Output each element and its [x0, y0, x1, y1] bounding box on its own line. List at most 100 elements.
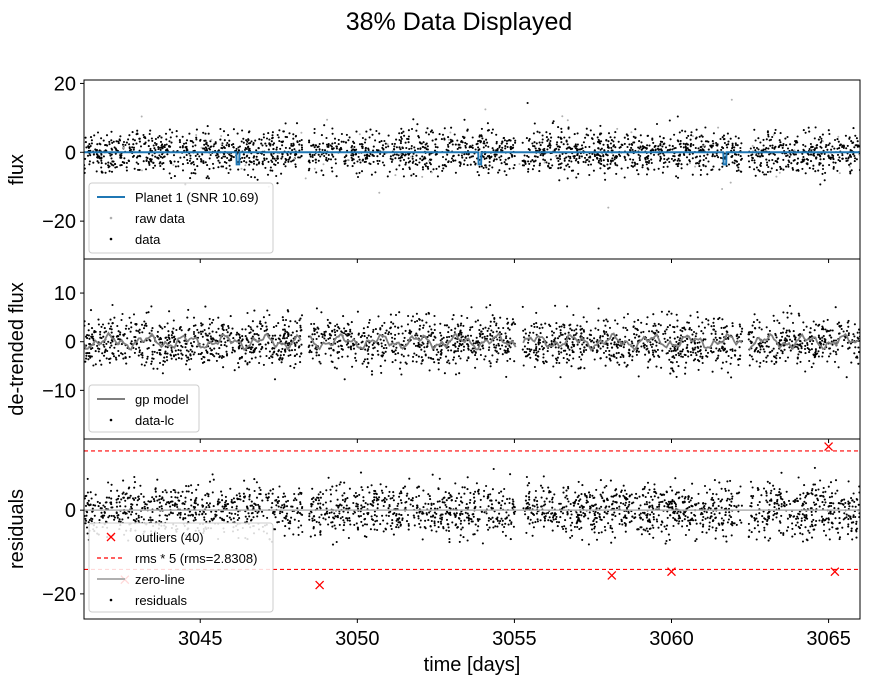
- data-point: [88, 352, 91, 355]
- data-point: [454, 327, 457, 330]
- data-point: [422, 326, 425, 329]
- data-point: [250, 328, 253, 331]
- data-point: [96, 131, 100, 134]
- data-point: [153, 147, 156, 150]
- data-point: [187, 350, 190, 353]
- data-point: [796, 135, 799, 138]
- data-point: [120, 318, 123, 322]
- data-point: [838, 147, 841, 150]
- data-point: [124, 143, 127, 147]
- data-point: [232, 128, 235, 131]
- data-point: [185, 142, 188, 145]
- data-point: [788, 155, 791, 158]
- data-point: [271, 337, 275, 340]
- data-point: [389, 157, 392, 160]
- data-point: [483, 358, 486, 361]
- data-point: [482, 347, 485, 350]
- data-point: [610, 139, 613, 142]
- data-point: [431, 331, 434, 334]
- data-point: [804, 370, 807, 373]
- data-point: [289, 365, 292, 368]
- data-point: [220, 165, 223, 168]
- data-point: [791, 168, 795, 171]
- data-point: [397, 154, 400, 157]
- data-point: [284, 146, 287, 149]
- data-point: [704, 517, 707, 520]
- data-point: [686, 349, 689, 352]
- data-point: [681, 355, 684, 358]
- data-point: [268, 313, 271, 317]
- data-point: [437, 362, 440, 365]
- data-point: [320, 134, 323, 137]
- data-point: [423, 350, 426, 353]
- data-point: [650, 158, 653, 161]
- data-point: [393, 142, 396, 145]
- data-point: [271, 334, 274, 337]
- data-point: [203, 139, 206, 142]
- data-point: [245, 143, 248, 146]
- data-point: [180, 352, 183, 355]
- data-point: [779, 141, 782, 144]
- data-point: [140, 492, 143, 496]
- data-point: [635, 333, 638, 336]
- data-point: [248, 346, 251, 349]
- data-point: [625, 365, 628, 368]
- data-point: [483, 157, 486, 160]
- data-point: [107, 322, 110, 325]
- data-point: [533, 325, 536, 328]
- data-point: [823, 179, 826, 182]
- data-point: [191, 350, 194, 353]
- data-point: [855, 158, 858, 161]
- data-point: [467, 152, 470, 156]
- data-point: [262, 363, 265, 366]
- data-point: [378, 141, 381, 144]
- data-point: [603, 330, 606, 334]
- raw-data-point: [561, 115, 564, 118]
- data-point: [512, 167, 515, 170]
- data-point: [114, 166, 117, 169]
- data-point: [833, 138, 837, 142]
- data-point: [228, 153, 231, 156]
- data-point: [254, 139, 257, 142]
- data-point: [421, 155, 424, 158]
- data-point: [781, 352, 784, 355]
- data-point: [538, 348, 541, 351]
- data-point: [391, 361, 394, 364]
- data-point: [808, 148, 811, 151]
- data-point: [528, 162, 531, 165]
- data-point: [90, 327, 94, 330]
- data-point: [151, 350, 154, 353]
- data-point: [684, 130, 687, 133]
- data-point: [714, 330, 717, 333]
- data-point: [153, 164, 157, 167]
- data-point: [773, 319, 776, 322]
- data-point: [166, 352, 169, 355]
- data-point: [458, 161, 461, 164]
- data-point: [246, 363, 249, 366]
- data-point: [558, 154, 561, 157]
- data-point: [606, 334, 609, 337]
- data-point: [414, 344, 417, 347]
- data-point: [495, 158, 498, 161]
- data-point: [694, 146, 697, 150]
- data-point: [478, 165, 481, 168]
- data-point: [638, 159, 641, 162]
- data-point: [778, 356, 782, 359]
- data-point: [823, 152, 826, 155]
- data-point: [786, 311, 789, 314]
- data-point: [405, 362, 408, 365]
- data-point: [310, 351, 313, 354]
- data-point: [688, 153, 691, 156]
- data-point: [531, 142, 534, 145]
- data-point: [138, 346, 141, 349]
- data-point: [747, 160, 751, 163]
- data-point: [812, 167, 815, 170]
- data-point: [566, 143, 569, 146]
- data-point: [651, 353, 655, 356]
- data-point: [600, 140, 603, 143]
- data-point: [288, 342, 291, 345]
- data-point: [343, 378, 346, 381]
- data-point: [180, 344, 183, 347]
- data-point: [452, 154, 455, 157]
- data-point: [768, 139, 771, 142]
